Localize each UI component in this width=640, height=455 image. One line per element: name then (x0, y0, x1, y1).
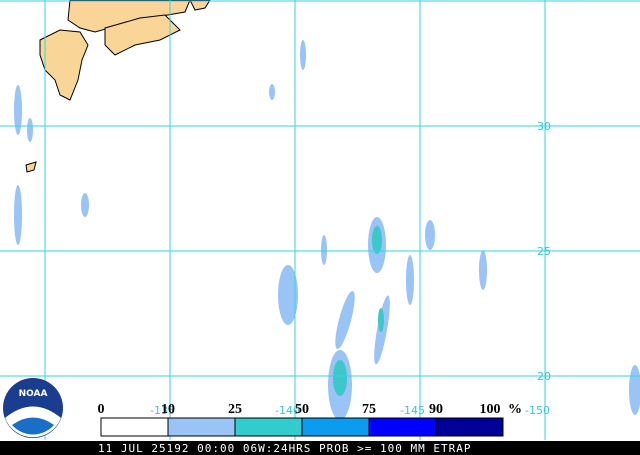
caption-bar (0, 441, 640, 455)
legend-tick: 10 (161, 402, 175, 417)
legend-tick: 25 (228, 402, 242, 417)
legend-tick: 90 (429, 402, 443, 417)
legend-unit: % (508, 402, 522, 417)
precip (14, 40, 640, 420)
graticule (0, 0, 640, 440)
lon-label: -145 (400, 404, 425, 417)
logo-text: NOAA (19, 389, 48, 399)
noaa-logo: NOAA (3, 378, 63, 438)
lon-label: -150 (525, 404, 550, 417)
lat-label: 30 (537, 120, 551, 133)
legend-tick: 0 (98, 402, 105, 417)
caption: 11 JUL 25192 00:00 06W:24HRS PROB >= 100… (98, 442, 472, 455)
lon-label: -135 (150, 404, 175, 417)
legend-tick: 100 (480, 402, 501, 417)
lon-label: -140 (275, 404, 300, 417)
legend-tick: 50 (295, 402, 309, 417)
legend: 0 10 25 50 75 90 100 % (98, 402, 522, 437)
legend-tick: 75 (362, 402, 376, 417)
land (25, 0, 211, 173)
lat-label: 20 (537, 370, 551, 383)
lat-label: 25 (537, 245, 551, 258)
